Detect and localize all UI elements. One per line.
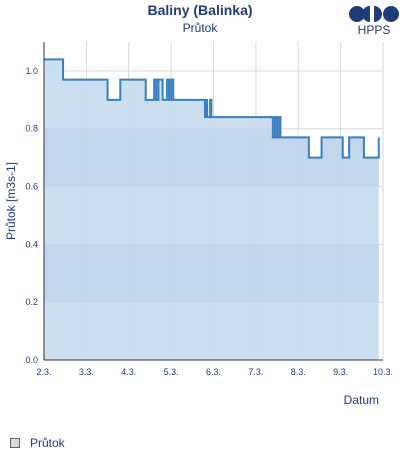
x-tick-label: 8.3. [291, 367, 306, 377]
chart-subtitle: Průtok [182, 21, 218, 35]
x-tick-label: 5.3. [164, 367, 179, 377]
flow-chart: 0.0 0.2 0.4 0.6 0.8 1.0 2.3. 3.3. 4.3. 5.3. 6.3. 7.… [4, 42, 393, 407]
x-tick-label: 10.3. [373, 367, 393, 377]
x-tick-label: 9.3. [333, 367, 348, 377]
chart-title: Baliny (Balinka) [147, 2, 253, 18]
legend-label: Průtok [30, 436, 65, 450]
legend-swatch[interactable] [10, 438, 20, 448]
y-tick-label: 0.8 [25, 124, 38, 134]
x-tick-label: 7.3. [248, 367, 263, 377]
y-tick-label: 0.6 [25, 182, 38, 192]
band-shade [44, 244, 379, 303]
y-tick-label: 1.0 [25, 66, 38, 76]
y-tick-label: 0.4 [25, 239, 38, 249]
legend: Průtok [10, 436, 65, 450]
x-tick-label: 3.3. [79, 367, 94, 377]
x-tick-label: 6.3. [206, 367, 221, 377]
logo-mark-icon [349, 6, 399, 22]
y-axis-title: Průtok [m3s-1] [4, 162, 18, 240]
y-tick-label: 0.2 [25, 297, 38, 307]
hpps-logo: HPPS [348, 5, 400, 41]
series-line [44, 58, 380, 159]
y-tick-label: 0.0 [25, 355, 38, 365]
logo-text: HPPS [357, 23, 391, 37]
x-tick-label: 4.3. [121, 367, 136, 377]
x-tick-label: 2.3. [36, 367, 51, 377]
x-axis-title: Datum [344, 393, 379, 407]
